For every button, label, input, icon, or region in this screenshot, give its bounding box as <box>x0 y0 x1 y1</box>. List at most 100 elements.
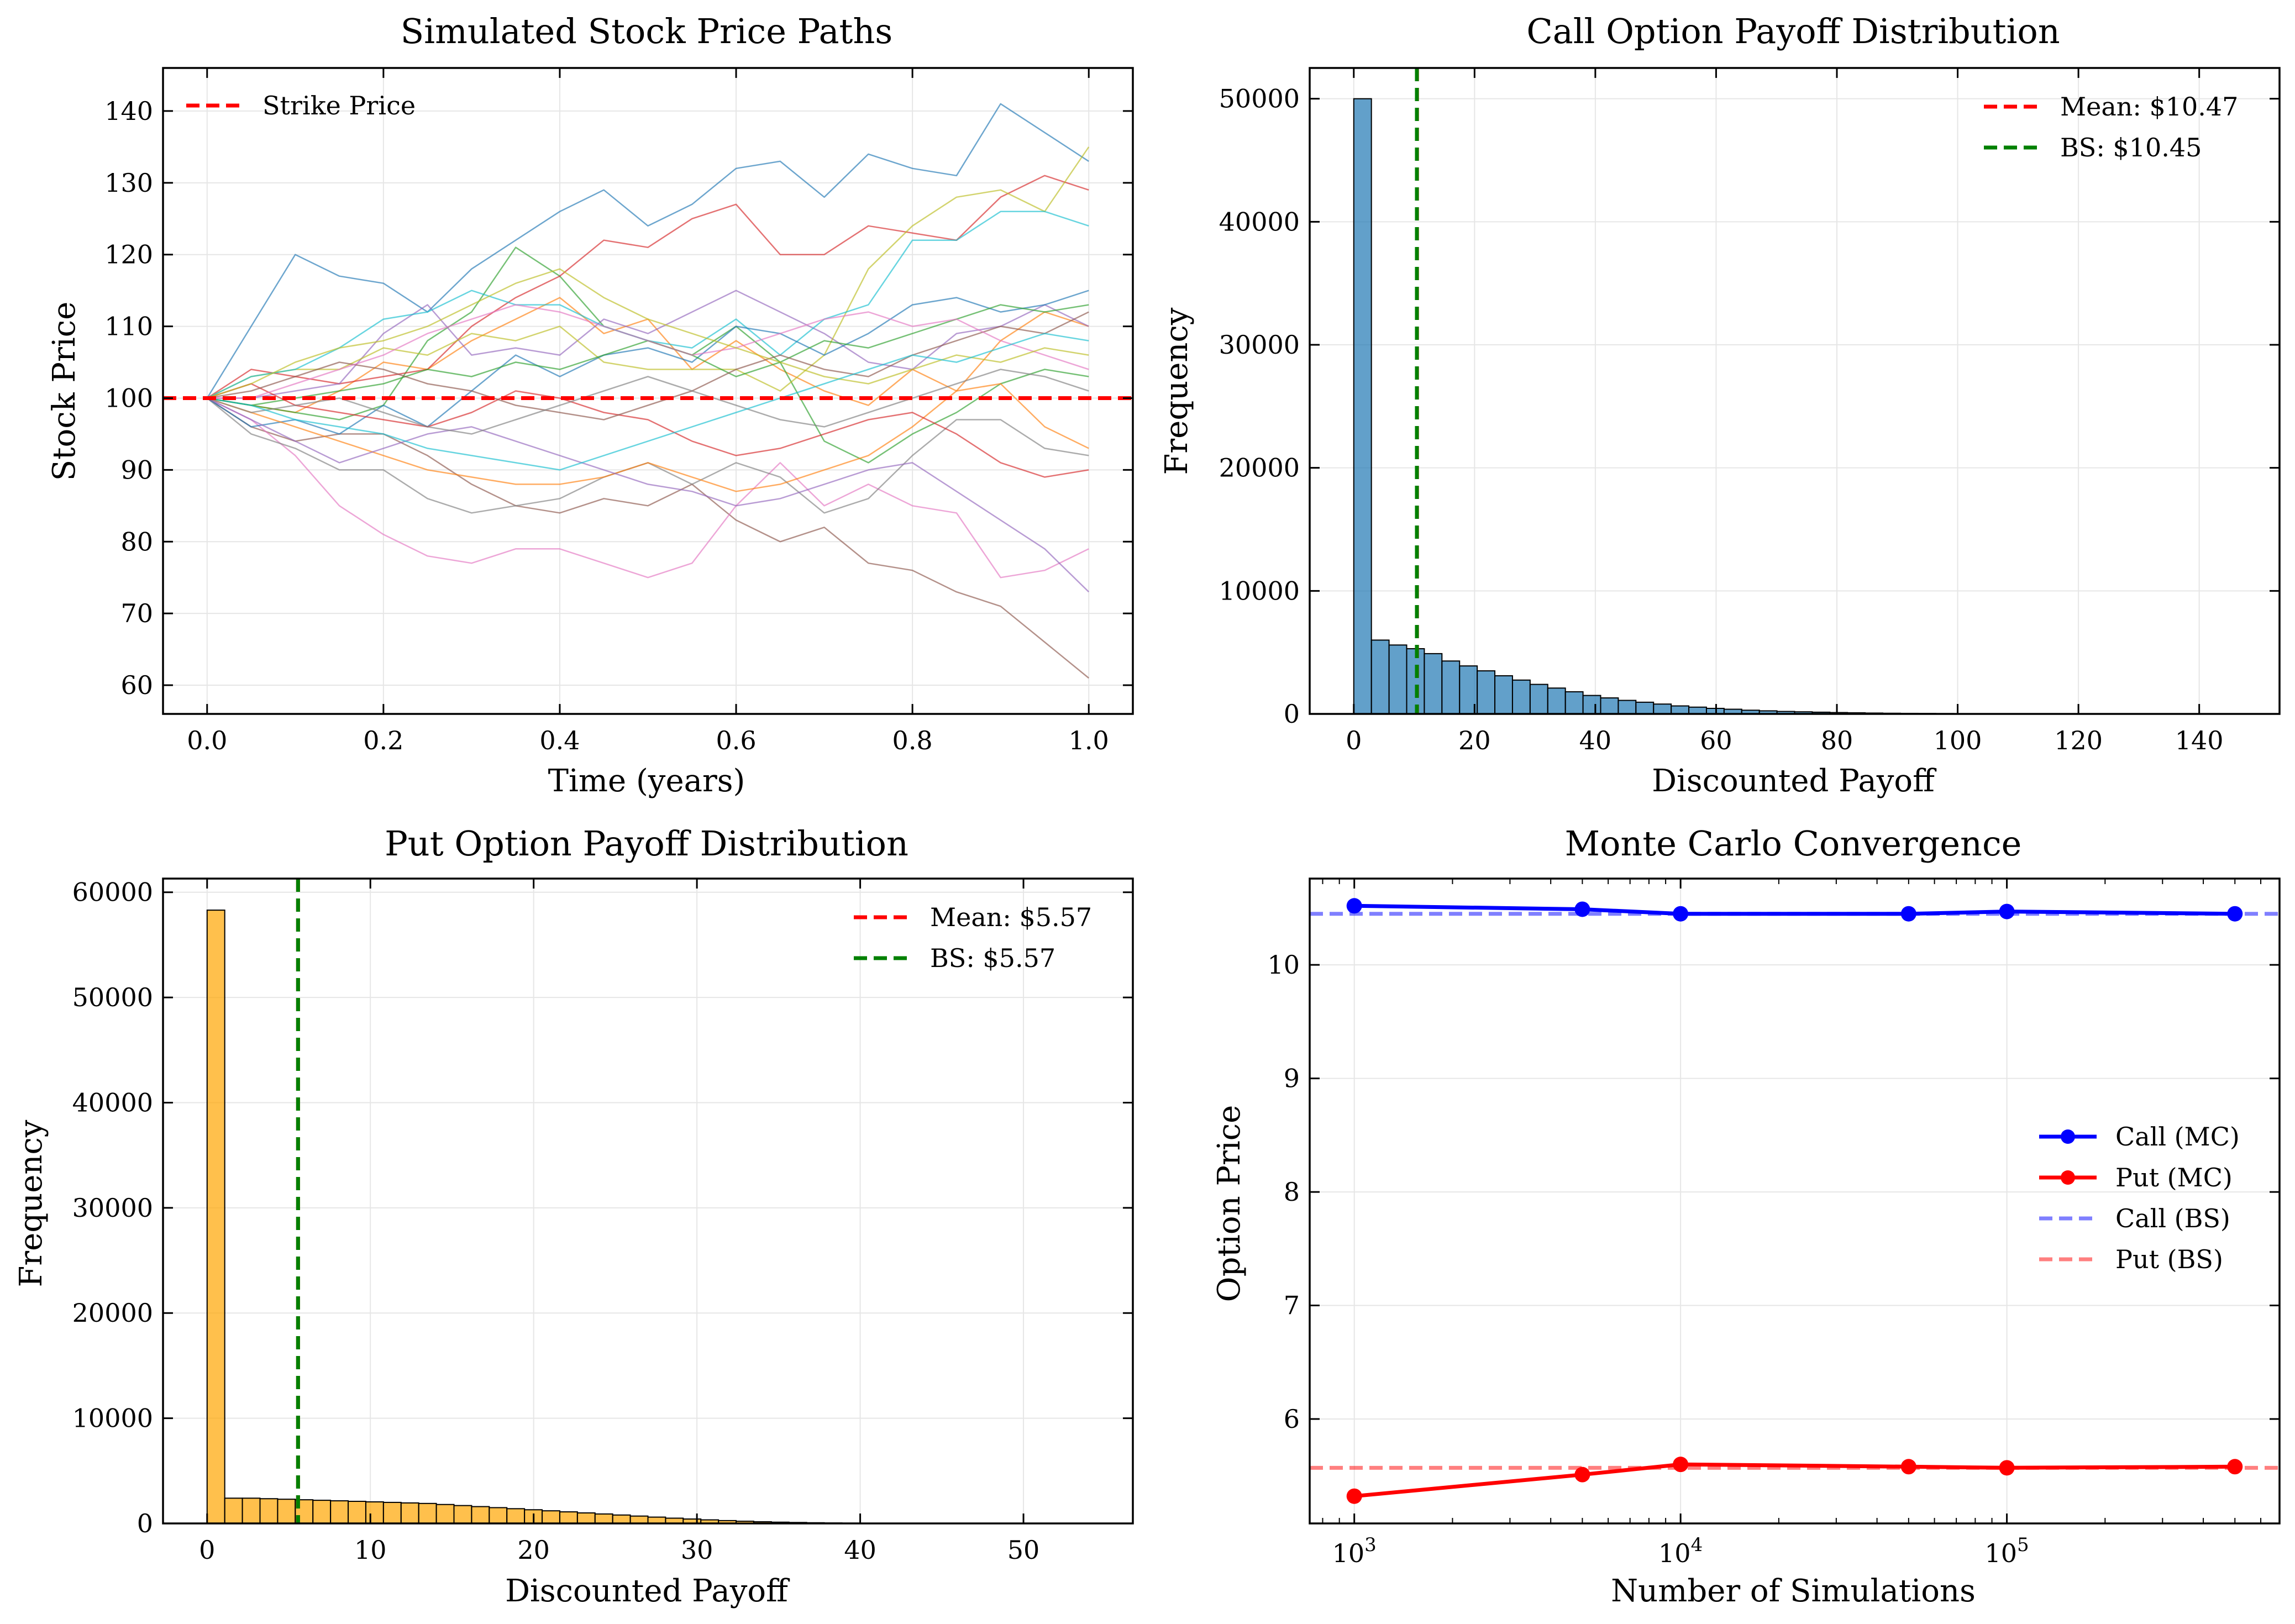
histogram-bar <box>241 1497 261 1525</box>
call-payoff-panel: 0 20 40 60 80 100 120 140 0 10000 20000 30000 40000 5… <box>1219 67 2281 755</box>
y-tick-label: 60000 <box>72 877 153 907</box>
x-tick-label: 1.0 <box>1069 726 1109 755</box>
panel-3-title: Put Option Payoff Distribution <box>385 823 908 864</box>
histogram-bar <box>330 1500 349 1525</box>
price-path-line <box>207 175 1089 399</box>
histogram-bar <box>576 1512 596 1524</box>
price-path-line <box>207 146 1090 399</box>
x-tick-label: 140 <box>2175 726 2224 755</box>
x-tick-label: 40 <box>1579 726 1612 755</box>
price-path-line <box>207 397 1089 579</box>
price-path-line <box>207 333 1089 471</box>
histogram-bar <box>1353 98 1372 715</box>
histogram-bar <box>435 1504 455 1524</box>
legend-label: Put (BS) <box>2115 1244 2223 1274</box>
price-path-line <box>207 397 1090 593</box>
legend-label: Strike Price <box>262 91 416 120</box>
legend-label: Mean: $10.47 <box>2060 92 2238 122</box>
histogram-bar <box>382 1501 402 1525</box>
convergence-panel: 103 104 105 6 7 8 9 10 Call (MC) Put (MC) Call (BS… <box>1267 877 2281 1568</box>
y-tick-label: 30000 <box>72 1193 153 1223</box>
x-tick-label: 0 <box>199 1535 215 1565</box>
legend-marker <box>2061 1129 2075 1144</box>
y-tick-label: 20000 <box>72 1298 153 1328</box>
histogram-bar <box>542 1510 560 1525</box>
panel-1-title: Simulated Stock Price Paths <box>401 11 892 51</box>
histogram-bar <box>1617 700 1637 715</box>
call-mc-point <box>2227 906 2243 922</box>
histogram-bar <box>1635 701 1655 715</box>
price-path-line <box>207 290 1089 435</box>
histogram-bar <box>1406 648 1425 715</box>
x-tick-label: 0 <box>1346 726 1362 755</box>
price-path-line <box>207 383 1089 492</box>
histogram-bar <box>1511 679 1531 715</box>
plot-frame <box>162 877 1134 1525</box>
call-mc-point <box>1574 901 1590 917</box>
histogram-bar <box>1494 675 1513 715</box>
x-tick-label: 0.2 <box>363 726 403 755</box>
x-tick-label: 120 <box>2054 726 2103 755</box>
y-tick-label: 70 <box>120 598 153 628</box>
legend-label: Put (MC) <box>2115 1163 2233 1192</box>
y-tick-label: 0 <box>1284 699 1300 729</box>
histogram-bar <box>1529 684 1548 715</box>
histogram-bar <box>365 1501 384 1525</box>
histogram-bar <box>277 1499 296 1524</box>
x-tick-label: 0.0 <box>187 726 227 755</box>
put-mc-line <box>1354 1462 2235 1499</box>
x-tick-label: 100 <box>1934 726 1982 755</box>
x-tick-label: 104 <box>1658 1534 1703 1568</box>
put-mc-point <box>1999 1460 2015 1476</box>
price-path-line <box>206 103 1089 399</box>
x-tick-label: 50 <box>1007 1535 1040 1565</box>
y-tick-label: 20000 <box>1219 453 1300 483</box>
plot-frame <box>162 67 1134 715</box>
y-tick-label: 80 <box>120 527 153 556</box>
y-tick-label: 0 <box>137 1509 153 1538</box>
histogram-bar <box>1424 653 1443 714</box>
put-payoff-panel: 0 10 20 30 40 50 0 10000 20000 30000 40000 50000 600… <box>72 877 1134 1565</box>
x-tick-label: 0.6 <box>716 726 756 755</box>
legend-label: Call (BS) <box>2115 1203 2230 1233</box>
legend-label: BS: $10.45 <box>2060 133 2202 162</box>
y-tick-label: 50000 <box>1219 84 1300 114</box>
y-tick-label: 10 <box>1267 950 1300 980</box>
price-path-line <box>207 397 1089 679</box>
histogram-bar <box>559 1511 578 1525</box>
histogram-bar <box>224 1497 243 1525</box>
y-tick-label: 100 <box>104 383 153 413</box>
histogram-bar <box>489 1507 508 1524</box>
histogram-bar <box>312 1500 332 1524</box>
y-tick-label: 30000 <box>1219 330 1300 360</box>
panel-1-xlabel: Time (years) <box>548 763 745 799</box>
x-tick-label: 80 <box>1821 726 1853 755</box>
histogram-bar <box>1564 691 1584 715</box>
histogram-bar <box>400 1502 419 1525</box>
panel-3-xlabel: Discounted Payoff <box>505 1573 790 1609</box>
y-tick-label: 40000 <box>72 1087 153 1117</box>
histogram-bar <box>471 1506 490 1525</box>
x-tick-label: 20 <box>517 1535 550 1565</box>
put-mc-point <box>1574 1467 1590 1483</box>
x-tick-label: 103 <box>1332 1534 1377 1568</box>
call-mc-point <box>1999 903 2015 919</box>
histogram-bar <box>1600 697 1619 715</box>
y-tick-label: 140 <box>104 96 153 126</box>
x-tick-label: 30 <box>681 1535 713 1565</box>
y-tick-label: 9 <box>1284 1064 1300 1094</box>
panel-4-xlabel: Number of Simulations <box>1611 1573 1976 1609</box>
call-mc-line <box>1354 903 2235 916</box>
stock-paths-panel: 0.0 0.2 0.4 0.6 0.8 1.0 60 70 80 90 100 110 120 130 14… <box>104 67 1134 755</box>
put-mc-point <box>2227 1459 2243 1475</box>
panel-2-title: Call Option Payoff Distribution <box>1526 11 2060 51</box>
histogram-bar <box>453 1505 472 1525</box>
panel-2-ylabel: Frequency <box>1159 307 1195 475</box>
panel-4-ylabel: Option Price <box>1211 1105 1247 1302</box>
y-tick-label: 120 <box>104 240 153 270</box>
y-tick-label: 130 <box>104 168 153 198</box>
legend-label: Mean: $5.57 <box>930 902 1092 932</box>
histogram-bar <box>1653 703 1672 714</box>
x-tick-label: 105 <box>1984 1534 2029 1568</box>
